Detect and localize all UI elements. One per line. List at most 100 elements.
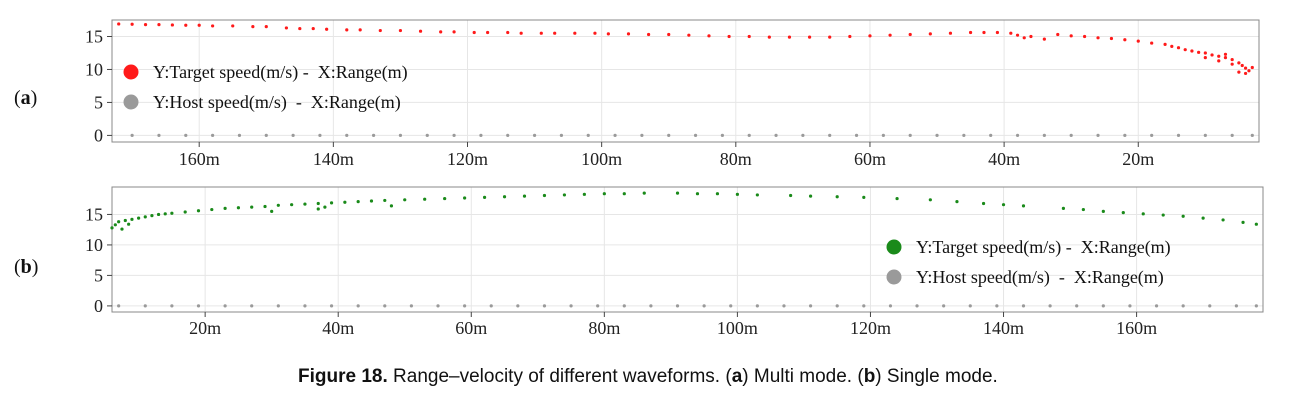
- target-speed-point: [1223, 52, 1228, 56]
- legend-marker-host: [123, 94, 139, 110]
- host-speed-point: [881, 133, 885, 138]
- legend: Y:Target speed(m/s) - X:Range(m) Y:Host s…: [123, 62, 408, 113]
- target-speed-point: [1083, 34, 1087, 39]
- target-speed-point: [482, 195, 487, 199]
- target-speed-point: [1247, 69, 1251, 73]
- target-speed-point: [316, 207, 320, 211]
- target-speed-point: [502, 195, 507, 199]
- target-speed-point: [593, 31, 597, 35]
- target-speed-point: [602, 192, 606, 196]
- host-speed-point: [196, 304, 201, 308]
- host-speed-point: [223, 304, 227, 308]
- figure-caption: Figure 18. Range–velocity of different w…: [298, 366, 998, 387]
- target-speed-point: [472, 30, 476, 35]
- target-speed-point: [828, 35, 832, 39]
- x-tick-label: 120m: [447, 149, 488, 169]
- host-speed-point: [675, 304, 680, 308]
- target-speed-point: [948, 31, 953, 35]
- caption-part-a-text: Multi mode.: [753, 366, 853, 387]
- host-speed-point: [720, 133, 724, 138]
- target-speed-point: [808, 194, 813, 198]
- x-tick-label: 80m: [720, 149, 752, 169]
- host-speed-point: [1069, 133, 1073, 138]
- target-speed-point: [789, 193, 793, 198]
- target-speed-point: [1183, 48, 1187, 52]
- host-speed-point: [782, 304, 786, 308]
- target-speed-point: [117, 220, 121, 224]
- target-speed-point: [1123, 38, 1127, 42]
- host-speed-point: [808, 304, 813, 308]
- y-tick-label: 15: [85, 26, 103, 46]
- target-speed-point: [311, 26, 315, 31]
- host-speed-point: [649, 304, 653, 308]
- target-speed-point: [1254, 222, 1258, 226]
- target-speed-point: [325, 27, 329, 31]
- host-speed-point: [479, 133, 483, 138]
- target-speed-point: [290, 203, 294, 207]
- target-speed-point: [1022, 36, 1026, 40]
- host-speed-point: [184, 133, 188, 138]
- host-speed-point: [559, 133, 564, 138]
- target-speed-point: [647, 32, 651, 37]
- target-speed-point: [170, 23, 174, 27]
- host-speed-point: [1181, 304, 1185, 308]
- host-speed-point: [774, 133, 778, 138]
- host-speed-point: [702, 304, 706, 308]
- target-speed-point: [150, 214, 154, 218]
- target-speed-point: [143, 215, 147, 219]
- target-speed-point: [1150, 41, 1154, 45]
- target-speed-point: [1201, 216, 1205, 220]
- y-tick-label: 5: [94, 265, 103, 285]
- target-speed-point: [157, 23, 161, 27]
- host-speed-point: [291, 133, 295, 138]
- target-speed-point: [263, 204, 267, 209]
- host-speed-point: [425, 133, 429, 138]
- target-speed-point: [667, 32, 671, 37]
- chart-panel-b: 0 5 10 15 20m 40m 60m 80m 100m 120m 140m 160m Y:Targ…: [14, 186, 1264, 338]
- host-speed-point: [436, 304, 440, 308]
- caption-part-a-letter: a: [731, 366, 743, 387]
- target-speed-point: [982, 30, 986, 35]
- host-speed-point: [862, 304, 866, 308]
- target-speed-point: [156, 212, 161, 217]
- target-speed-point: [522, 194, 527, 198]
- target-speed-point: [1121, 211, 1125, 215]
- target-speed-point: [303, 202, 307, 206]
- host-speed-point: [888, 304, 893, 308]
- target-speed-point: [1190, 49, 1194, 53]
- x-tick-label: 60m: [854, 149, 886, 169]
- host-speed-point: [1254, 304, 1258, 308]
- target-speed-point: [358, 28, 362, 32]
- host-speed-point: [211, 133, 215, 138]
- target-speed-point: [130, 22, 134, 26]
- host-speed-point: [1154, 304, 1159, 308]
- target-speed-point: [787, 35, 792, 39]
- target-speed-point: [1141, 212, 1145, 216]
- host-speed-point: [755, 304, 759, 308]
- legend-marker-target: [886, 239, 902, 255]
- legend-marker-target: [123, 64, 139, 80]
- target-speed-point: [369, 199, 374, 203]
- host-speed-point: [935, 133, 939, 138]
- target-speed-point: [606, 32, 610, 36]
- host-speed-point: [1230, 133, 1234, 138]
- target-speed-point: [197, 23, 201, 27]
- target-speed-point: [439, 30, 443, 34]
- target-speed-point: [928, 198, 932, 202]
- host-speed-point: [1234, 304, 1238, 308]
- target-speed-point: [163, 212, 167, 216]
- host-speed-point: [1101, 304, 1105, 308]
- target-speed-point: [1081, 207, 1085, 212]
- target-speed-point: [276, 203, 280, 207]
- host-speed-point: [854, 133, 859, 138]
- target-speed-point: [1101, 209, 1105, 213]
- host-speed-point: [622, 304, 626, 308]
- host-speed-point: [452, 133, 456, 138]
- host-speed-point: [1096, 133, 1100, 138]
- host-speed-point: [613, 133, 617, 138]
- host-speed-point: [237, 133, 242, 138]
- host-speed-point: [995, 304, 999, 308]
- target-speed-point: [888, 33, 892, 37]
- host-speed-point: [250, 304, 254, 308]
- target-speed-point: [539, 31, 543, 35]
